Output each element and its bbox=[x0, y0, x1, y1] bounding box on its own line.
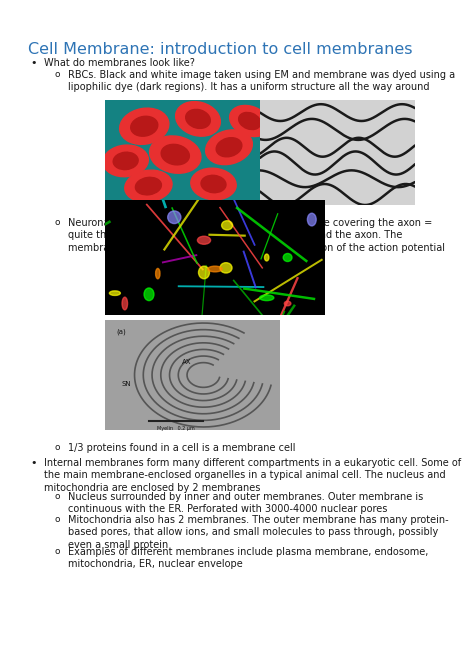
Ellipse shape bbox=[176, 102, 220, 136]
Ellipse shape bbox=[216, 138, 242, 157]
Ellipse shape bbox=[155, 269, 160, 279]
Ellipse shape bbox=[222, 220, 233, 230]
Ellipse shape bbox=[113, 152, 138, 170]
Text: Red: Neurons Green: Glial: Red: Neurons Green: Glial bbox=[105, 322, 222, 331]
Text: Neuronal and Glial Cells: EM image shows membrane covering the axon =
quite thic: Neuronal and Glial Cells: EM image shows… bbox=[68, 218, 445, 253]
Text: o: o bbox=[55, 443, 61, 452]
Text: o: o bbox=[55, 515, 61, 524]
Ellipse shape bbox=[131, 117, 158, 136]
Ellipse shape bbox=[103, 145, 148, 177]
Ellipse shape bbox=[284, 302, 291, 306]
Ellipse shape bbox=[136, 178, 162, 195]
Ellipse shape bbox=[119, 108, 169, 144]
Text: Myelin   0.2 μm: Myelin 0.2 μm bbox=[157, 425, 195, 431]
Text: What do membranes look like?: What do membranes look like? bbox=[44, 58, 195, 68]
Ellipse shape bbox=[201, 176, 226, 193]
Text: Cell Membrane: introduction to cell membranes: Cell Membrane: introduction to cell memb… bbox=[28, 42, 412, 57]
Text: Internal membranes form many different compartments in a eukaryotic cell. Some o: Internal membranes form many different c… bbox=[44, 458, 461, 493]
Ellipse shape bbox=[260, 295, 274, 301]
Ellipse shape bbox=[161, 144, 190, 165]
Ellipse shape bbox=[150, 136, 201, 174]
Ellipse shape bbox=[308, 213, 316, 226]
Ellipse shape bbox=[122, 297, 128, 310]
Ellipse shape bbox=[206, 130, 252, 165]
Ellipse shape bbox=[109, 291, 120, 295]
Text: o: o bbox=[55, 547, 61, 556]
Text: SN: SN bbox=[121, 381, 131, 387]
Ellipse shape bbox=[208, 266, 222, 272]
Ellipse shape bbox=[191, 168, 236, 200]
Text: o: o bbox=[55, 492, 61, 501]
Ellipse shape bbox=[197, 237, 210, 245]
Ellipse shape bbox=[264, 254, 269, 261]
Ellipse shape bbox=[238, 113, 261, 129]
Text: o: o bbox=[55, 70, 61, 79]
Text: •: • bbox=[30, 458, 36, 468]
Text: o: o bbox=[55, 218, 61, 227]
Ellipse shape bbox=[229, 105, 270, 137]
Text: (a): (a) bbox=[116, 329, 126, 335]
Ellipse shape bbox=[220, 263, 232, 273]
Ellipse shape bbox=[186, 109, 210, 129]
Text: Examples of different membranes include plasma membrane, endosome,
mitochondria,: Examples of different membranes include … bbox=[68, 547, 428, 569]
Ellipse shape bbox=[125, 170, 172, 202]
Ellipse shape bbox=[168, 211, 181, 224]
Text: AX: AX bbox=[182, 358, 192, 364]
Text: 1/3 proteins found in a cell is a membrane cell: 1/3 proteins found in a cell is a membra… bbox=[68, 443, 295, 453]
Ellipse shape bbox=[199, 266, 210, 279]
Text: Nucleus surrounded by inner and outer membranes. Outer membrane is
continuous wi: Nucleus surrounded by inner and outer me… bbox=[68, 492, 423, 515]
Text: Mitochondria also has 2 membranes. The outer membrane has many protein-
based po: Mitochondria also has 2 membranes. The o… bbox=[68, 515, 448, 550]
Text: RBCs. Black and white image taken using EM and membrane was dyed using a
lipophi: RBCs. Black and white image taken using … bbox=[68, 70, 455, 92]
Ellipse shape bbox=[283, 253, 292, 261]
Ellipse shape bbox=[144, 288, 154, 301]
Text: •: • bbox=[30, 58, 36, 68]
